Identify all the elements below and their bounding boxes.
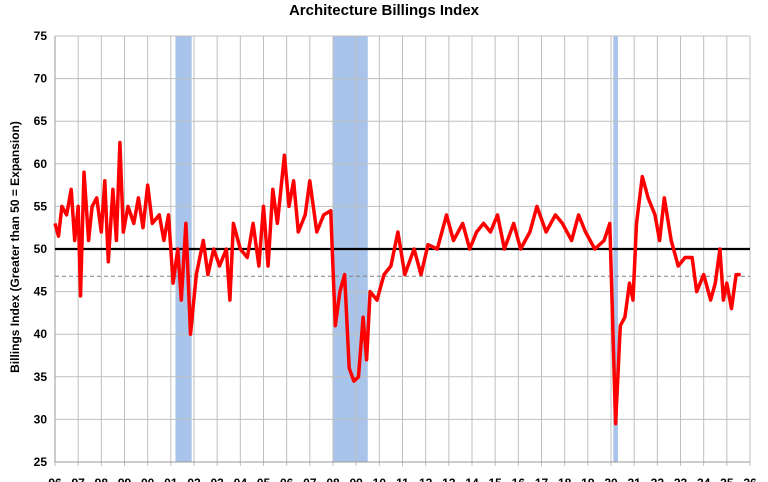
y-tick-label: 35 [34, 370, 48, 384]
y-tick-label: 50 [34, 242, 48, 256]
x-tick-label: 22 [651, 476, 665, 482]
x-tick-label: 05 [257, 476, 271, 482]
x-tick-label: 03 [210, 476, 224, 482]
x-tick-label: 25 [720, 476, 734, 482]
x-tick-label: 23 [674, 476, 688, 482]
x-tick-label: 02 [187, 476, 201, 482]
x-tick-label: 24 [697, 476, 711, 482]
x-tick-label: 19 [581, 476, 595, 482]
x-tick-label: 96 [48, 476, 62, 482]
y-tick-label: 60 [34, 157, 48, 171]
x-tick-label: 16 [512, 476, 526, 482]
x-tick-label: 06 [280, 476, 294, 482]
y-tick-label: 55 [34, 199, 48, 213]
y-tick-label: 70 [34, 72, 48, 86]
x-tick-label: 15 [488, 476, 502, 482]
x-tick-label: 21 [627, 476, 641, 482]
x-tick-label: 01 [164, 476, 178, 482]
y-tick-label: 65 [34, 114, 48, 128]
x-tick-label: 17 [535, 476, 549, 482]
x-tick-label: 98 [95, 476, 109, 482]
x-tick-label: 14 [465, 476, 479, 482]
chart-title: Architecture Billings Index [288, 2, 480, 19]
x-tick-label: 13 [442, 476, 456, 482]
x-tick-label: 97 [71, 476, 85, 482]
x-tick-label: 08 [326, 476, 340, 482]
x-tick-label: 99 [118, 476, 132, 482]
y-tick-label: 45 [34, 285, 48, 299]
x-tick-label: 00 [141, 476, 155, 482]
y-tick-label: 40 [34, 327, 48, 341]
x-tick-label: 04 [234, 476, 248, 482]
x-tick-label: 12 [419, 476, 433, 482]
x-tick-label: 18 [558, 476, 572, 482]
x-tick-label: 11 [396, 476, 409, 482]
x-tick-label: 26 [743, 476, 757, 482]
x-tick-label: 10 [373, 476, 387, 482]
y-tick-label: 30 [34, 412, 48, 426]
abi-series-line [53, 140, 741, 426]
y-tick-label: 25 [34, 455, 48, 469]
x-tick-label: 20 [604, 476, 618, 482]
x-tick-label: 09 [349, 476, 363, 482]
x-tick-label: 07 [303, 476, 317, 482]
y-tick-label: 75 [34, 29, 48, 43]
